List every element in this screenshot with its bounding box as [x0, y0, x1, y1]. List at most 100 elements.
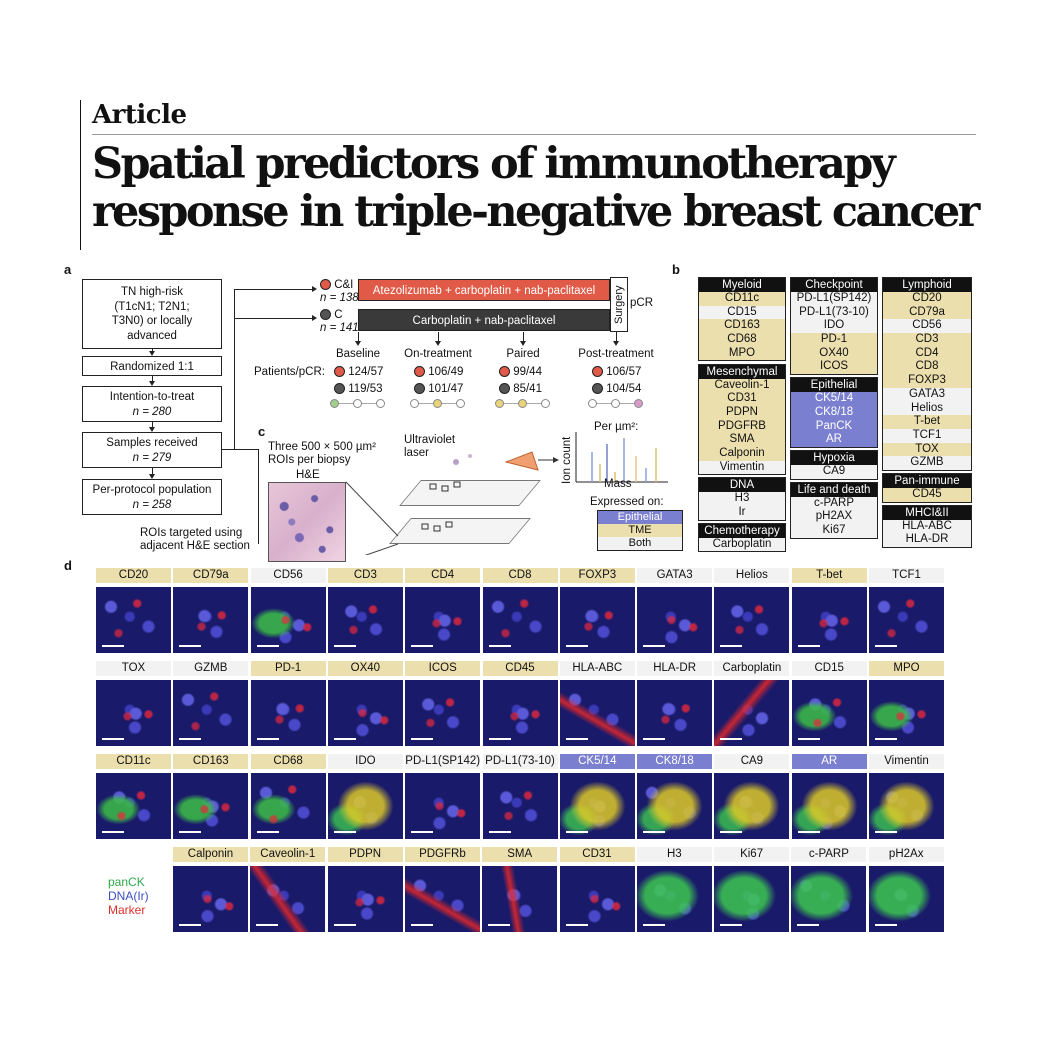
imc-tile-image: [482, 680, 558, 746]
imc-tile-label: PDPN: [327, 847, 403, 862]
imc-tile: CD11c: [96, 754, 171, 839]
marker-group-dna: DNA H3 Ir: [698, 477, 786, 521]
marker-item: c-PARP: [791, 496, 877, 511]
branch-line-2: [234, 289, 314, 290]
scale-bar: [643, 831, 666, 833]
imc-tile: TOX: [96, 661, 171, 746]
marker-item: HLA-ABC: [883, 519, 971, 534]
arm-c-dot: [320, 309, 331, 321]
marker-item: TCF1: [883, 428, 971, 443]
scale-bar: [179, 924, 201, 926]
flow-box-1: TN high-risk (T1cN1; T2N1; T3N0) or locall…: [82, 279, 222, 349]
timepoint-arrow-line: [358, 332, 359, 342]
timepoint-count: 106/57: [603, 366, 642, 378]
imc-tile: PD-L1(73-10): [482, 754, 558, 839]
article-title: Spatial predictors of immunotherapy resp…: [92, 140, 992, 236]
flow-box-2: Randomized 1:1: [82, 356, 222, 376]
marker-group-epithelial: Epithelial CK5/14 CK8/18 PanCK AR: [790, 377, 878, 448]
marker-item: MPO: [699, 346, 785, 361]
marker-item: CD163: [699, 319, 785, 334]
imc-tile-label: CD163: [173, 754, 249, 769]
imc-tile-label: Caveolin-1: [250, 847, 326, 862]
marker-item: CD45: [883, 488, 971, 502]
imc-tile: PD-1: [250, 661, 326, 746]
marker-item: PD-1: [791, 333, 877, 347]
marker-item: Vimentin: [699, 460, 785, 475]
scale-bar: [797, 738, 820, 740]
arm-c-n: n = 141: [320, 322, 359, 334]
timepoint-count: 106/49: [425, 366, 464, 378]
timepoint-timeline: [330, 399, 386, 409]
scale-bar: [333, 645, 356, 647]
imc-tile: Carboplatin: [714, 661, 790, 746]
marker-item: Ir: [699, 506, 785, 520]
branch-line-1: [234, 289, 235, 450]
marker-item: CD8: [883, 360, 971, 375]
timepoint-ci-value: 106/49: [414, 366, 463, 378]
imc-tile-image: [250, 680, 326, 746]
imc-tile-label: GZMB: [173, 661, 249, 676]
imc-tile-image: [327, 773, 403, 839]
timeline-node: [433, 399, 442, 408]
imc-tile-label: HLA-ABC: [559, 661, 635, 676]
imc-tile: CD8: [482, 568, 558, 653]
roi-connector-h: [222, 449, 258, 450]
timepoint-count: 124/57: [345, 366, 384, 378]
scale-bar: [333, 924, 356, 926]
timepoint-arrow-line: [616, 332, 617, 342]
scale-bar: [875, 738, 897, 740]
scale-bar: [565, 924, 588, 926]
imc-tile: CD163: [173, 754, 249, 839]
roi-box-1: [429, 483, 437, 490]
imc-tile-image: [96, 587, 171, 653]
timepoint-ci-value: 124/57: [334, 366, 383, 378]
imc-tile-image: [404, 866, 480, 932]
marker-group-header: Checkpoint: [791, 278, 877, 292]
flow-box-line: Randomized 1:1: [110, 361, 194, 373]
imc-tile-label: Ki67: [714, 847, 790, 862]
scale-bar: [256, 738, 279, 740]
flow-connector: [152, 422, 153, 428]
marker-group-hypoxia: Hypoxia CA9: [790, 450, 878, 480]
scale-bar: [256, 831, 279, 833]
imc-tile-image: [714, 866, 790, 932]
marker-group-header: Myeloid: [699, 278, 785, 292]
arm-dot: [592, 383, 603, 395]
marker-item: H3: [699, 492, 785, 507]
marker-item: AR: [791, 433, 877, 447]
imc-tile: HLA-ABC: [559, 661, 635, 746]
imc-tile-label: IDO: [327, 754, 403, 769]
imc-tile-image: [869, 680, 944, 746]
scale-bar: [411, 645, 434, 647]
flow-box-line: (T1cN1; T2N1;: [114, 300, 190, 313]
marker-item: PanCK: [791, 419, 877, 434]
imc-tile: CD15: [791, 661, 867, 746]
imc-tile-image: [559, 587, 635, 653]
timeline-node: [495, 399, 504, 408]
flow-box-line: n = 258: [132, 498, 172, 511]
title-rule: [92, 134, 976, 135]
imc-tile-image: [250, 587, 326, 653]
timeline-node: [410, 399, 419, 408]
arm-dot: [592, 366, 603, 378]
marker-item: TOX: [883, 442, 971, 457]
scale-bar: [643, 738, 666, 740]
imc-tile-label: CD15: [791, 661, 867, 676]
arm-dot: [499, 383, 510, 395]
scale-bar: [874, 924, 897, 926]
imc-tile-label: CK8/18: [637, 754, 713, 769]
branch-arrow-1: [312, 315, 317, 321]
imc-tile-label: SMA: [482, 847, 558, 862]
imc-tile-label: GATA3: [637, 568, 713, 583]
imc-tile-label: CD56: [250, 568, 326, 583]
timeline-node: [611, 399, 620, 408]
imc-tile-image: [96, 680, 171, 746]
timepoint-ci-value: 106/57: [592, 366, 641, 378]
flow-connector: [152, 349, 153, 352]
marker-group-myeloid: Myeloid CD11c CD15 CD163 CD68 MPO: [698, 277, 786, 362]
imc-tile-label: Vimentin: [869, 754, 944, 769]
timepoint-count: 104/54: [603, 383, 642, 395]
expression-legend: Epithelial TME Both: [597, 510, 683, 551]
mass-label: Mass: [604, 478, 632, 490]
marker-item: CK5/14: [791, 392, 877, 406]
